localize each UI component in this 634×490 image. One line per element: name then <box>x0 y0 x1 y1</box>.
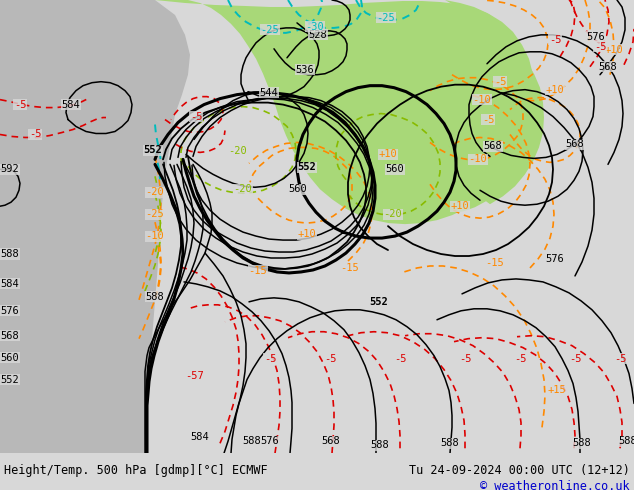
Text: 528: 528 <box>309 30 327 40</box>
Text: -5: -5 <box>494 76 507 87</box>
Text: -25: -25 <box>377 13 396 23</box>
Polygon shape <box>0 0 190 453</box>
Text: 576: 576 <box>586 32 605 42</box>
Text: -15: -15 <box>486 258 505 268</box>
Text: -20: -20 <box>233 184 252 194</box>
Text: +15: +15 <box>548 386 566 395</box>
Text: 568: 568 <box>484 142 502 151</box>
Text: -20: -20 <box>384 209 403 219</box>
Text: 592: 592 <box>1 164 20 174</box>
Text: 588: 588 <box>371 441 389 450</box>
Text: +10: +10 <box>451 201 469 211</box>
Text: -5: -5 <box>324 354 336 364</box>
Text: -5: -5 <box>614 354 626 364</box>
Text: 536: 536 <box>295 65 314 75</box>
Polygon shape <box>389 0 522 171</box>
Text: -20: -20 <box>229 147 247 156</box>
Text: +10: +10 <box>546 85 564 95</box>
Text: +10: +10 <box>378 149 398 159</box>
Text: 584: 584 <box>1 279 20 289</box>
Text: -15: -15 <box>249 266 268 276</box>
Text: 560: 560 <box>385 164 404 174</box>
Text: -5: -5 <box>29 129 41 140</box>
Text: 588: 588 <box>441 438 460 448</box>
Text: -25: -25 <box>146 209 164 219</box>
Text: 588: 588 <box>1 249 20 259</box>
Text: -5: -5 <box>549 35 561 45</box>
Text: 584: 584 <box>61 99 81 110</box>
Text: -30: -30 <box>306 22 325 32</box>
Text: -10: -10 <box>472 95 491 105</box>
Text: -5: -5 <box>264 354 276 364</box>
Text: 584: 584 <box>191 432 209 442</box>
Text: 552: 552 <box>370 297 389 307</box>
Text: 576: 576 <box>261 436 280 446</box>
Text: 568: 568 <box>598 62 618 72</box>
Text: 588: 588 <box>146 292 164 302</box>
Text: 552: 552 <box>144 146 162 155</box>
Text: © weatheronline.co.uk: © weatheronline.co.uk <box>481 480 630 490</box>
Text: -20: -20 <box>146 187 164 197</box>
Text: -5: -5 <box>569 354 581 364</box>
Text: +10: +10 <box>297 229 316 239</box>
Text: 568: 568 <box>566 140 585 149</box>
Text: 576: 576 <box>546 254 564 264</box>
Text: -5: -5 <box>394 354 406 364</box>
Text: Height/Temp. 500 hPa [gdmp][°C] ECMWF: Height/Temp. 500 hPa [gdmp][°C] ECMWF <box>4 464 268 477</box>
Text: -5: -5 <box>459 354 471 364</box>
Text: 588: 588 <box>243 436 261 446</box>
Text: -25: -25 <box>261 25 280 35</box>
Text: 552: 552 <box>297 162 316 172</box>
Text: Tu 24-09-2024 00:00 UTC (12+12): Tu 24-09-2024 00:00 UTC (12+12) <box>409 464 630 477</box>
Text: 568: 568 <box>321 436 340 446</box>
Text: 568: 568 <box>1 331 20 341</box>
Text: -5: -5 <box>482 115 495 124</box>
Text: 576: 576 <box>1 306 20 316</box>
Text: +10: +10 <box>605 45 623 55</box>
Polygon shape <box>367 25 544 213</box>
Text: -10: -10 <box>146 231 164 241</box>
Text: -5: -5 <box>14 99 26 110</box>
Text: 544: 544 <box>260 88 278 98</box>
Text: 588: 588 <box>619 436 634 446</box>
Text: 560: 560 <box>1 353 20 363</box>
Text: -57: -57 <box>186 370 204 381</box>
Polygon shape <box>155 0 535 224</box>
Text: 588: 588 <box>573 438 592 448</box>
Text: -5: -5 <box>514 354 526 364</box>
Text: -10: -10 <box>469 154 488 164</box>
Text: -5: -5 <box>190 112 202 122</box>
Text: -15: -15 <box>340 263 359 273</box>
Text: 560: 560 <box>288 184 307 194</box>
Text: -5: -5 <box>594 42 606 52</box>
Text: 552: 552 <box>1 374 20 385</box>
